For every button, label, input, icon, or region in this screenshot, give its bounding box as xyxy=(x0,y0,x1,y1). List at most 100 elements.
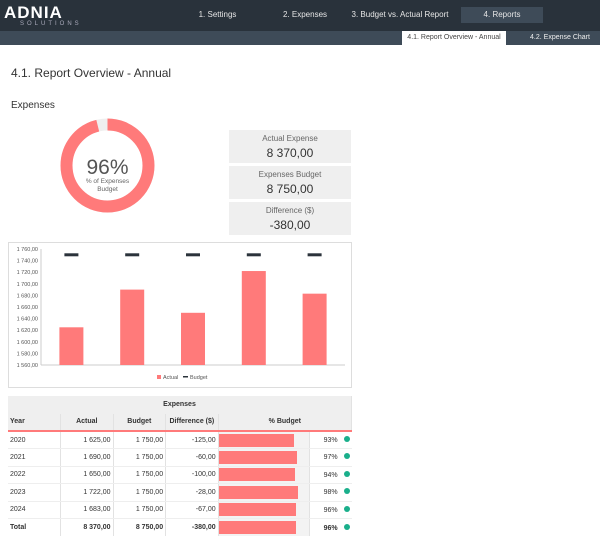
y-tick-label: 1 760,00 xyxy=(17,247,38,253)
cell-difference: -67,00 xyxy=(165,501,219,519)
y-tick-label: 1 600,00 xyxy=(17,340,38,346)
table-row: 2022 1 650,00 1 750,00 -100,00 94% xyxy=(8,466,352,484)
cell-percent: 94% xyxy=(323,471,338,479)
cell-budget: 1 750,00 xyxy=(113,466,167,484)
percent-bar xyxy=(218,521,297,534)
cell-actual: 1 690,00 xyxy=(60,448,114,467)
kpi-expenses-budget: Expenses Budget 8 750,00 xyxy=(229,166,351,199)
y-tick-label: 1 740,00 xyxy=(17,259,38,265)
table-title: Expenses xyxy=(8,396,352,414)
page-title: 4.1. Report Overview - Annual xyxy=(11,66,172,80)
table-row: 2023 1 722,00 1 750,00 -28,00 98% xyxy=(8,483,352,502)
kpi-value: 8 370,00 xyxy=(266,146,314,160)
percent-bar xyxy=(218,468,295,482)
expense-chart: 1 560,00 1 580,00 1 600,00 1 620,00 1 640,00… xyxy=(8,242,352,388)
cell-actual: 8 370,00 xyxy=(60,518,114,536)
table-row: 2021 1 690,00 1 750,00 -60,00 97% xyxy=(8,448,352,467)
kpi-label: Difference ($) xyxy=(265,206,315,215)
cell-difference: -380,00 xyxy=(165,518,219,536)
marker-budget-2020 xyxy=(64,253,79,257)
cell-actual: 1 722,00 xyxy=(60,483,114,502)
col-percent-budget: % Budget xyxy=(218,413,353,432)
bar-actual-2024 xyxy=(302,293,327,365)
tab-expense-chart[interactable]: 4.2. Expense Chart xyxy=(530,34,590,41)
cell-actual: 1 625,00 xyxy=(60,431,114,449)
kpi-value: 8 750,00 xyxy=(266,182,314,196)
legend-actual-label: Actual xyxy=(163,375,178,381)
donut-value: 96% xyxy=(86,156,128,179)
cell-percent: 98% xyxy=(323,489,338,497)
cell-budget: 1 750,00 xyxy=(113,448,167,467)
bar-actual-2022 xyxy=(181,312,205,365)
status-dot-icon xyxy=(343,488,350,495)
cell-year: 2020 xyxy=(8,431,62,449)
y-tick-label: 1 720,00 xyxy=(17,270,38,276)
cell-budget: 1 750,00 xyxy=(113,431,167,449)
marker-budget-2022 xyxy=(186,253,200,257)
sub-tab-bar: 4.1. Report Overview - Annual 4.2. Expen… xyxy=(0,31,600,45)
cell-budget: 1 750,00 xyxy=(113,501,167,519)
cell-difference: -125,00 xyxy=(165,431,219,449)
y-tick-label: 1 560,00 xyxy=(17,363,38,369)
y-tick-label: 1 660,00 xyxy=(17,305,38,311)
cell-percent: 96% xyxy=(323,524,338,532)
col-year: Year xyxy=(8,413,62,432)
marker-budget-2024 xyxy=(307,253,322,257)
col-actual: Actual xyxy=(60,413,114,432)
y-tick-label: 1 620,00 xyxy=(17,328,38,334)
cell-year: 2023 xyxy=(8,483,62,502)
cell-budget: 8 750,00 xyxy=(113,518,167,536)
cell-budget: 1 750,00 xyxy=(113,483,167,502)
status-dot-icon xyxy=(343,453,350,460)
nav-expenses[interactable]: 2. Expenses xyxy=(282,10,328,19)
cell-year: 2024 xyxy=(8,501,62,519)
marker-budget-2021 xyxy=(125,253,140,257)
kpi-actual-expense: Actual Expense 8 370,00 xyxy=(229,130,351,163)
logo: ADNIA SOLUTIONS xyxy=(4,3,82,27)
marker-budget-2023 xyxy=(246,253,261,257)
nav-settings[interactable]: 1. Settings xyxy=(198,10,237,19)
donut-arc xyxy=(60,118,155,213)
kpi-difference: Difference ($) -380,00 xyxy=(229,202,351,235)
bar-actual-2023 xyxy=(241,271,266,365)
bar-actual-2020 xyxy=(59,327,84,365)
cell-percent: 96% xyxy=(323,506,338,514)
cell-year: Total xyxy=(8,518,62,536)
legend-budget-label: Budget xyxy=(190,375,208,381)
y-tick-label: 1 680,00 xyxy=(17,293,38,299)
nav-budget-vs-actual[interactable]: 3. Budget vs. Actual Report xyxy=(351,10,449,19)
percent-bar xyxy=(218,450,298,464)
tab-report-overview-annual[interactable]: 4.1. Report Overview - Annual xyxy=(402,31,506,45)
cell-actual: 1 650,00 xyxy=(60,466,114,484)
y-tick-label: 1 700,00 xyxy=(17,282,38,288)
cell-year: 2022 xyxy=(8,466,62,484)
budget-donut: 96% % of Expenses Budget xyxy=(60,118,155,213)
cell-year: 2021 xyxy=(8,448,62,467)
percent-bar xyxy=(218,503,297,517)
status-dot-icon xyxy=(343,470,350,477)
nav-reports[interactable]: 4. Reports xyxy=(461,7,543,23)
expenses-table: Expenses Year Actual Budget Difference (… xyxy=(8,396,353,536)
percent-bar xyxy=(218,485,298,499)
chart-svg: 1 560,00 1 580,00 1 600,00 1 620,00 1 640,00… xyxy=(17,247,345,381)
status-dot-icon xyxy=(343,436,350,442)
legend-actual-swatch xyxy=(157,375,161,379)
kpi-value: -380,00 xyxy=(269,218,311,232)
table-row: 2020 1 625,00 1 750,00 -125,00 93% xyxy=(8,431,352,449)
percent-bar xyxy=(218,433,294,447)
logo-tagline: SOLUTIONS xyxy=(20,21,82,27)
bar-actual-2021 xyxy=(120,289,145,365)
donut-caption: % of Expenses Budget xyxy=(85,178,130,193)
table-total-row: Total 8 370,00 8 750,00 -380,00 96% xyxy=(8,518,352,536)
legend-budget-swatch xyxy=(183,376,188,378)
cell-percent: 93% xyxy=(323,437,338,444)
top-bar: ADNIA SOLUTIONS 1. Settings 2. Expenses 3… xyxy=(0,0,600,31)
y-tick-label: 1 580,00 xyxy=(17,351,38,357)
status-dot-icon xyxy=(343,505,350,512)
cell-percent: 97% xyxy=(323,454,338,462)
cell-difference: -100,00 xyxy=(165,466,219,484)
logo-text: ADNIA xyxy=(4,3,63,22)
table-row: 2024 1 683,00 1 750,00 -67,00 96% xyxy=(8,501,352,519)
col-difference: Difference ($) xyxy=(165,413,219,432)
section-title: Expenses xyxy=(11,100,55,111)
